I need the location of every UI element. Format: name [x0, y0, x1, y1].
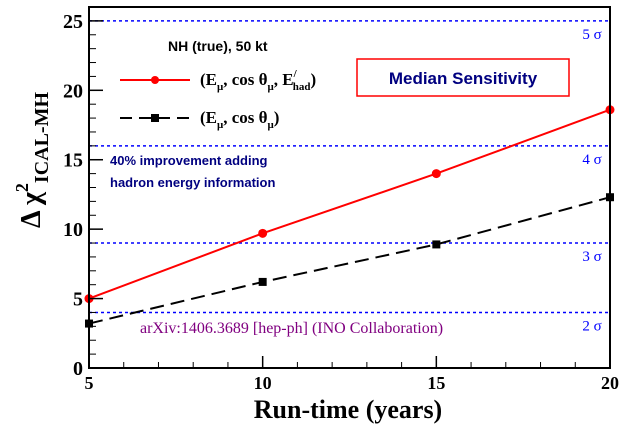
y-tick-label-5: 25: [63, 11, 83, 33]
x-tick-label-3: 20: [601, 373, 619, 393]
reference-lines: [89, 20, 610, 314]
y-axis-label: Δ χ2ICAL-MH: [12, 92, 53, 229]
y-axis-label-superscript: 2: [12, 183, 32, 192]
arxiv-note: arXiv:1406.3689 [hep-ph] (INO Collaborat…: [140, 320, 443, 337]
reference-label-0: 2 σ: [582, 318, 601, 334]
data-point-series-0-2: [431, 169, 441, 179]
axis-ticks: [88, 6, 611, 369]
x-tick-label-0: 5: [85, 373, 94, 393]
y-tick-label-4: 20: [63, 80, 83, 102]
reference-labels: 2 σ 3 σ 4 σ 5 σ: [582, 27, 601, 335]
data-point-series-1-1: [258, 277, 267, 286]
improvement-note-line1: 40% improvement adding: [110, 153, 268, 168]
reference-label-2: 4 σ: [582, 152, 601, 168]
x-tick-label-1: 10: [254, 373, 272, 393]
series-lines: [88, 108, 611, 325]
y-tick-label-0: 0: [73, 358, 83, 380]
legend-marker-series-1: [151, 114, 159, 122]
y-tick-label-3: 15: [63, 150, 83, 172]
y-tick-label-2: 10: [63, 219, 83, 241]
y-axis-label-prefix: Δ χ: [16, 191, 47, 228]
series-line-1: [88, 196, 611, 325]
legend-marker-series-0: [151, 76, 159, 84]
median-sensitivity-label: Median Sensitivity: [389, 69, 538, 88]
y-axis-label-subscript: ICAL-MH: [31, 92, 53, 184]
reference-label-1: 3 σ: [582, 249, 601, 265]
y-tick-label-1: 5: [73, 289, 83, 311]
x-tick-label-2: 15: [427, 373, 445, 393]
improvement-note-line2: hadron energy information: [110, 175, 275, 190]
x-axis-label: Run-time (years): [254, 395, 442, 424]
reference-label-3: 5 σ: [582, 27, 601, 43]
data-point-series-0-1: [258, 228, 268, 238]
series-line-0: [88, 108, 611, 300]
median-sensitivity-box: [356, 58, 570, 97]
data-point-series-1-2: [432, 240, 441, 249]
legend-title: NH (true), 50 kt: [168, 38, 268, 54]
